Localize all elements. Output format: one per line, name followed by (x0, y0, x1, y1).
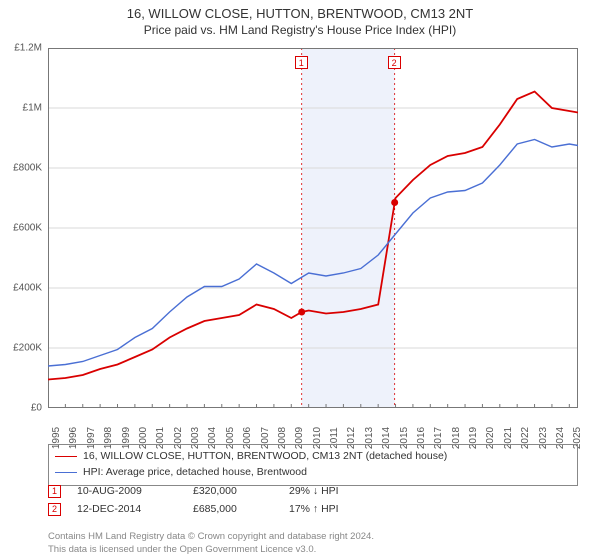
y-tick-label: £0 (31, 403, 42, 414)
title-block: 16, WILLOW CLOSE, HUTTON, BRENTWOOD, CM1… (0, 0, 600, 37)
chart-title: 16, WILLOW CLOSE, HUTTON, BRENTWOOD, CM1… (0, 6, 600, 21)
y-tick-label: £1M (23, 103, 42, 114)
sale-marker-label: 1 (295, 56, 308, 69)
y-tick-label: £600K (13, 223, 42, 234)
legend-label-hpi: HPI: Average price, detached house, Bren… (83, 465, 307, 481)
sale-diff: 29% ↓ HPI (289, 485, 379, 497)
footer-line1: Contains HM Land Registry data © Crown c… (48, 531, 578, 543)
sale-marker-box: 2 (48, 503, 61, 516)
y-axis: £0£200K£400K£600K£800K£1M£1.2M (0, 48, 46, 408)
sale-price: £685,000 (193, 503, 273, 515)
chart-container: 16, WILLOW CLOSE, HUTTON, BRENTWOOD, CM1… (0, 0, 600, 560)
sale-marker-box: 1 (48, 485, 61, 498)
plot-area: 12 (48, 48, 578, 408)
y-tick-label: £800K (13, 163, 42, 174)
legend-swatch-price (55, 456, 77, 457)
sale-date: 10-AUG-2009 (77, 485, 177, 497)
footer-note: Contains HM Land Registry data © Crown c… (48, 531, 578, 556)
sale-row: 2 12-DEC-2014 £685,000 17% ↑ HPI (48, 500, 578, 518)
legend-row: HPI: Average price, detached house, Bren… (55, 465, 571, 481)
sale-row: 1 10-AUG-2009 £320,000 29% ↓ HPI (48, 482, 578, 500)
sale-date: 12-DEC-2014 (77, 503, 177, 515)
y-tick-label: £200K (13, 343, 42, 354)
legend: 16, WILLOW CLOSE, HUTTON, BRENTWOOD, CM1… (48, 444, 578, 486)
sale-diff: 17% ↑ HPI (289, 503, 379, 515)
footer-line2: This data is licensed under the Open Gov… (48, 544, 578, 556)
legend-swatch-hpi (55, 472, 77, 473)
sale-price: £320,000 (193, 485, 273, 497)
chart-subtitle: Price paid vs. HM Land Registry's House … (0, 23, 600, 37)
legend-row: 16, WILLOW CLOSE, HUTTON, BRENTWOOD, CM1… (55, 449, 571, 465)
sales-table: 1 10-AUG-2009 £320,000 29% ↓ HPI 2 12-DEC-201… (48, 482, 578, 518)
legend-label-price: 16, WILLOW CLOSE, HUTTON, BRENTWOOD, CM1… (83, 449, 447, 465)
y-tick-label: £1.2M (14, 43, 42, 54)
x-axis: 1995199619971998199920002001200220032004… (48, 410, 578, 440)
y-tick-label: £400K (13, 283, 42, 294)
sale-marker-label: 2 (388, 56, 401, 69)
plot-svg (48, 48, 578, 408)
